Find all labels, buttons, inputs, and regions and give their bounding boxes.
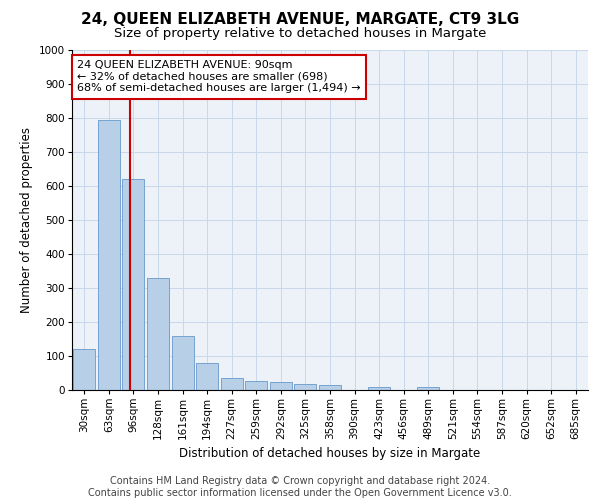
Bar — [147, 278, 169, 390]
Bar — [368, 386, 390, 390]
Bar — [221, 378, 243, 390]
Text: Size of property relative to detached houses in Margate: Size of property relative to detached ho… — [114, 28, 486, 40]
Bar — [73, 349, 95, 390]
Bar — [270, 382, 292, 390]
X-axis label: Distribution of detached houses by size in Margate: Distribution of detached houses by size … — [179, 448, 481, 460]
Bar — [319, 385, 341, 390]
Bar — [417, 388, 439, 390]
Text: 24, QUEEN ELIZABETH AVENUE, MARGATE, CT9 3LG: 24, QUEEN ELIZABETH AVENUE, MARGATE, CT9… — [81, 12, 519, 28]
Bar — [295, 384, 316, 390]
Bar — [172, 336, 194, 390]
Text: Contains HM Land Registry data © Crown copyright and database right 2024.
Contai: Contains HM Land Registry data © Crown c… — [88, 476, 512, 498]
Bar — [98, 120, 120, 390]
Bar — [196, 364, 218, 390]
Bar — [122, 179, 145, 390]
Text: 24 QUEEN ELIZABETH AVENUE: 90sqm
← 32% of detached houses are smaller (698)
68% : 24 QUEEN ELIZABETH AVENUE: 90sqm ← 32% o… — [77, 60, 361, 94]
Y-axis label: Number of detached properties: Number of detached properties — [20, 127, 34, 313]
Bar — [245, 381, 268, 390]
